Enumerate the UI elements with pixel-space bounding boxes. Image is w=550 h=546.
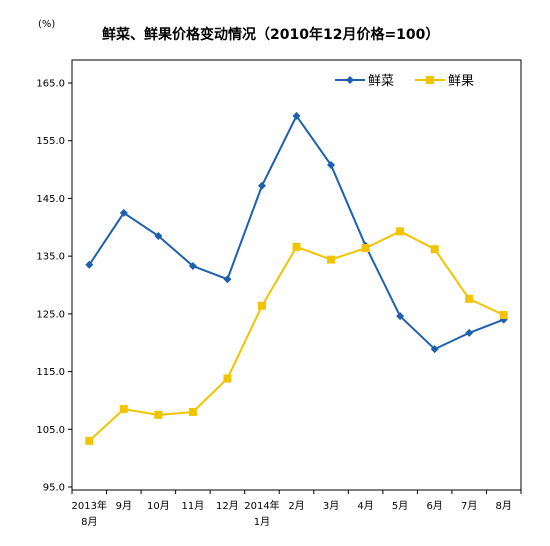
y-axis: 95.0 105.0 115.0 125.0 135.0 145.0 155.0 165.0 bbox=[36, 79, 72, 494]
data-point bbox=[85, 260, 94, 269]
y-tick-label: 95.0 bbox=[43, 483, 65, 494]
y-tick-label: 125.0 bbox=[36, 309, 65, 320]
x-tick-label: 11月 bbox=[182, 500, 205, 512]
legend-swatch-marker bbox=[426, 76, 434, 84]
data-point bbox=[257, 181, 266, 190]
data-point bbox=[396, 227, 405, 236]
x-tick-label: 1月 bbox=[254, 516, 270, 528]
y-tick-label: 105.0 bbox=[36, 425, 65, 436]
data-point bbox=[85, 436, 94, 445]
x-tick-label: 12月 bbox=[216, 500, 239, 512]
x-tick-label: 8月 bbox=[81, 516, 97, 528]
legend: 鲜菜 鲜果 bbox=[335, 74, 474, 89]
data-point bbox=[430, 345, 439, 354]
x-tick-label: 6月 bbox=[426, 500, 442, 512]
x-tick-label: 2月 bbox=[288, 500, 304, 512]
x-tick-label: 2013年 bbox=[72, 499, 107, 512]
series-line bbox=[88, 113, 505, 351]
series-layer bbox=[85, 111, 508, 445]
x-tick-label: 3月 bbox=[323, 500, 339, 512]
y-tick-label: 115.0 bbox=[36, 367, 65, 378]
y-tick-label: 145.0 bbox=[36, 194, 65, 205]
data-point bbox=[154, 410, 163, 419]
legend-label: 鲜菜 bbox=[368, 74, 394, 89]
x-tick-label: 10月 bbox=[147, 500, 170, 512]
data-point bbox=[292, 111, 301, 120]
x-tick-label: 9月 bbox=[116, 500, 132, 512]
data-point bbox=[257, 301, 266, 310]
chart-title: 鲜菜、鲜果价格变动情况（2010年12月价格=100） bbox=[102, 26, 439, 43]
x-tick-label: 5月 bbox=[392, 500, 408, 512]
x-tick-label: 2014年 bbox=[244, 499, 279, 512]
x-tick-label: 8月 bbox=[496, 500, 512, 512]
legend-swatch-marker bbox=[346, 76, 354, 84]
data-point bbox=[154, 231, 163, 240]
plot-area-frame bbox=[71, 59, 522, 491]
data-point bbox=[430, 245, 439, 254]
series-鲜菜 bbox=[85, 111, 508, 354]
data-point bbox=[465, 328, 474, 337]
data-point bbox=[223, 275, 232, 284]
data-point bbox=[499, 311, 508, 320]
data-point bbox=[327, 255, 336, 264]
data-point bbox=[119, 405, 128, 414]
data-point bbox=[292, 242, 301, 251]
y-tick-label: 135.0 bbox=[36, 252, 65, 263]
x-axis: 2013年 8月 9月 10月 11月 12月 2014年 1月 2月 3月 4月 5月 6月 7月 8月 bbox=[71, 490, 522, 528]
data-point bbox=[223, 374, 232, 383]
data-point bbox=[188, 261, 197, 270]
data-point bbox=[396, 312, 405, 321]
x-tick-label: 4月 bbox=[357, 500, 373, 512]
x-tick-label: 7月 bbox=[461, 500, 477, 512]
data-point bbox=[361, 244, 370, 253]
data-point bbox=[188, 407, 197, 416]
y-tick-label: 165.0 bbox=[36, 79, 65, 90]
data-point bbox=[465, 294, 474, 303]
series-鲜果 bbox=[85, 227, 508, 445]
series-line bbox=[88, 230, 505, 442]
data-point bbox=[327, 160, 336, 169]
legend-label: 鲜果 bbox=[448, 74, 474, 89]
data-point bbox=[119, 208, 128, 217]
y-unit-label: (%) bbox=[38, 19, 55, 30]
y-tick-label: 155.0 bbox=[36, 136, 65, 147]
